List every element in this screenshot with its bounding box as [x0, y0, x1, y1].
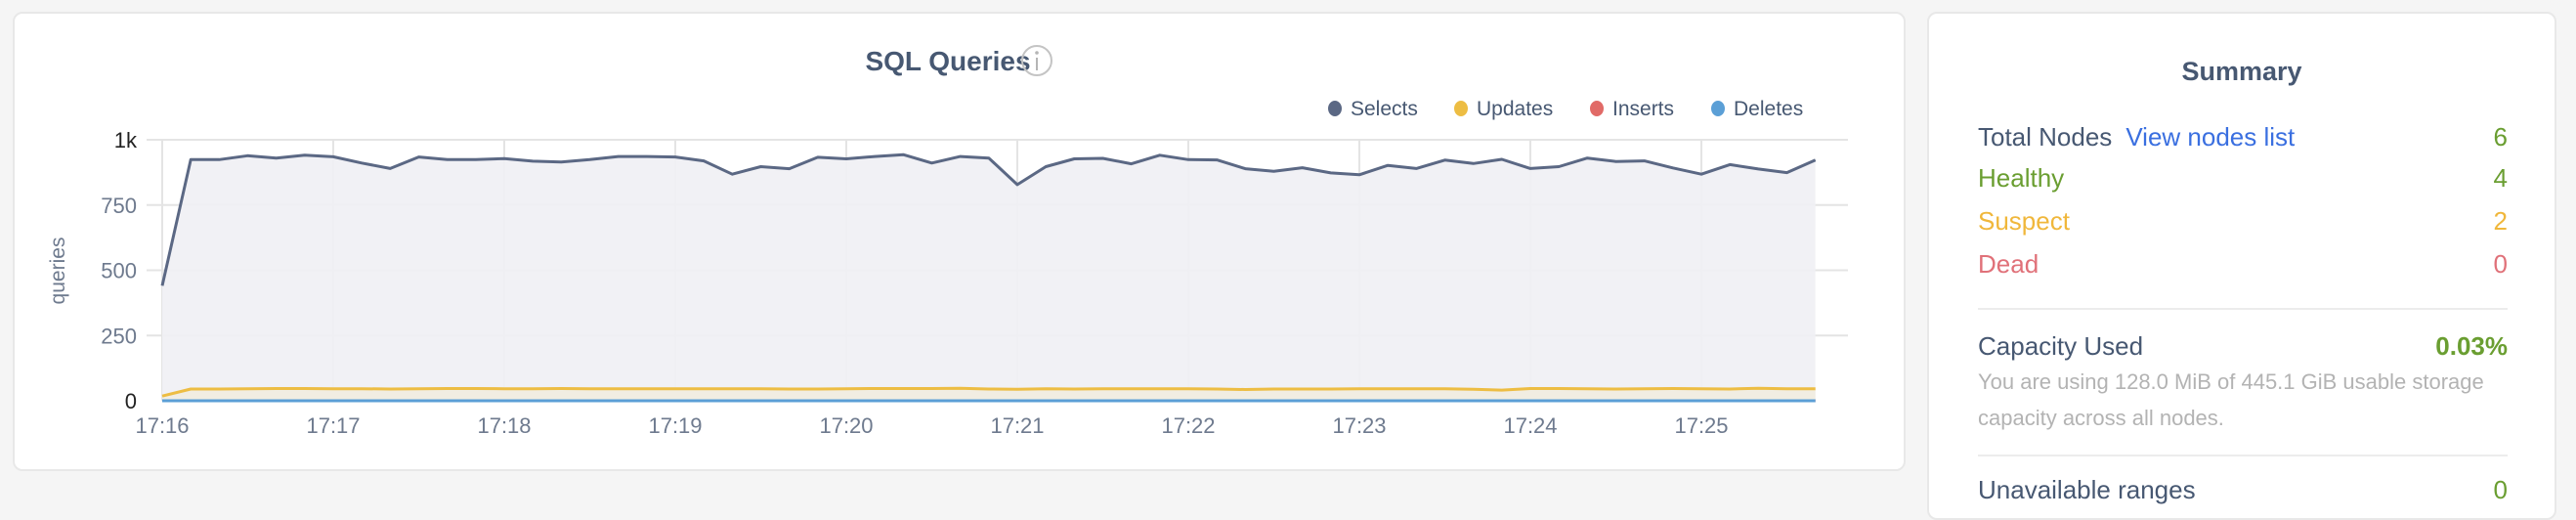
- area-updates: [162, 388, 1816, 401]
- chart-legend: Selects Updates Inserts Deletes: [1328, 98, 1803, 120]
- y-tick-label: 250: [101, 324, 137, 348]
- y-axis-label: queries: [47, 238, 69, 305]
- x-tick-label: 17:23: [1332, 413, 1386, 438]
- unavailable-row: Unavailable ranges 0: [1978, 475, 2508, 505]
- healthy-row: Healthy 4: [1978, 163, 2508, 194]
- sql-queries-chart: SQL Queries queries 0 250 500 750 1k 17:16 17:…: [47, 45, 1848, 438]
- capacity-description: You are using 128.0 MiB of 445.1 GiB usa…: [1978, 369, 2484, 430]
- y-tick-label: 0: [125, 389, 137, 413]
- x-tick-label: 17:25: [1674, 413, 1728, 438]
- capacity-value: 0.03%: [2435, 331, 2508, 361]
- unavailable-label: Unavailable ranges: [1978, 475, 2196, 504]
- legend-swatch-deletes: [1711, 101, 1725, 116]
- divider: [1978, 308, 2508, 310]
- line-selects: [160, 152, 1817, 286]
- legend-label-updates: Updates: [1477, 98, 1553, 120]
- dead-row: Dead 0: [1978, 249, 2508, 280]
- line-updates: [161, 386, 1816, 398]
- capacity-row: Capacity Used 0.03%: [1978, 331, 2508, 362]
- view-nodes-list-link[interactable]: View nodes list: [2125, 122, 2296, 152]
- unavailable-value: 0: [2493, 475, 2508, 504]
- y-tick-label: 750: [101, 194, 137, 218]
- total-nodes-label: Total Nodes: [1978, 122, 2113, 152]
- x-tick-label: 17:17: [306, 413, 360, 438]
- area-selects: [162, 154, 1816, 401]
- legend-label-inserts: Inserts: [1612, 98, 1674, 120]
- dead-label: Dead: [1978, 249, 2039, 279]
- x-tick-label: 17:19: [648, 413, 702, 438]
- x-tick-label: 17:18: [477, 413, 531, 438]
- chart-title: SQL Queries: [865, 46, 1030, 76]
- dead-value: 0: [2493, 249, 2508, 279]
- x-tick-label: 17:16: [135, 413, 189, 438]
- healthy-value: 4: [2493, 163, 2508, 193]
- total-nodes-row: Total Nodes View nodes list 6: [1978, 122, 2508, 152]
- y-tick-label: 500: [101, 259, 137, 283]
- suspect-value: 2: [2493, 206, 2508, 236]
- summary-card: Summary Total Nodes View nodes list 6 He…: [1927, 12, 2556, 520]
- info-circle-icon[interactable]: [1021, 45, 1052, 76]
- y-tick-label: 1k: [114, 128, 138, 152]
- divider: [1978, 455, 2508, 456]
- x-tick-label: 17:24: [1503, 413, 1557, 438]
- total-nodes-value: 6: [2493, 122, 2508, 152]
- legend-label-selects: Selects: [1351, 98, 1418, 120]
- x-tick-label: 17:21: [990, 413, 1044, 438]
- legend-label-deletes: Deletes: [1734, 98, 1803, 120]
- summary-title: Summary: [2181, 57, 2302, 86]
- healthy-label: Healthy: [1978, 163, 2065, 193]
- suspect-label: Suspect: [1978, 206, 2070, 236]
- legend-swatch-inserts: [1590, 101, 1604, 116]
- suspect-row: Suspect 2: [1978, 206, 2508, 237]
- x-tick-label: 17:22: [1161, 413, 1215, 438]
- legend-swatch-selects: [1328, 101, 1342, 116]
- legend-swatch-updates: [1454, 101, 1468, 116]
- capacity-label: Capacity Used: [1978, 331, 2144, 361]
- x-tick-label: 17:20: [819, 413, 873, 438]
